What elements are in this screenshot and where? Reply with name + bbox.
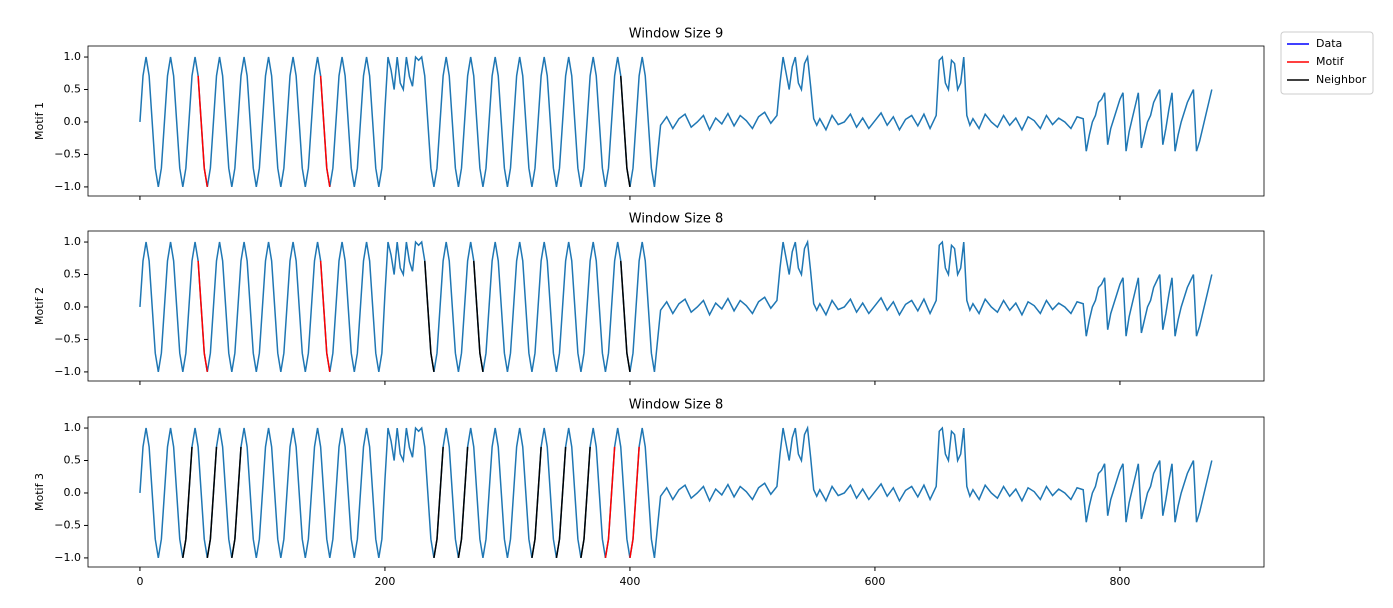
legend-box — [1280, 31, 1374, 95]
y-tick-label: 0.0 — [64, 486, 82, 499]
neighbor-segment — [580, 446, 591, 559]
y-tick-label: 0.0 — [64, 300, 82, 313]
x-tick-label: 0 — [136, 575, 143, 588]
x-tick-label: 200 — [374, 575, 395, 588]
plot-frame — [87, 45, 1265, 197]
y-tick-label: −1.0 — [54, 551, 81, 564]
y-tick-label: 0.5 — [64, 454, 82, 467]
neighbor-segment — [231, 446, 242, 559]
data-line — [139, 54, 1213, 188]
neighbor-segment — [424, 260, 435, 373]
panel-title: Window Size 9 — [629, 27, 723, 42]
neighbor-segment — [531, 446, 542, 559]
legend-label: Neighbor — [1316, 73, 1367, 86]
y-tick-label: −1.0 — [54, 365, 81, 378]
neighbor-segment — [473, 260, 484, 373]
x-tick-label: 600 — [864, 575, 885, 588]
data-line — [139, 239, 1213, 373]
panel-title: Window Size 8 — [629, 398, 723, 413]
y-tick-label: 0.0 — [64, 115, 82, 128]
neighbor-segment — [620, 260, 631, 373]
plot-frame — [87, 230, 1265, 382]
motif-segment — [629, 446, 640, 559]
y-tick-label: −0.5 — [54, 518, 81, 531]
neighbor-segment — [206, 446, 218, 559]
motif-segment — [319, 75, 331, 188]
data-line — [139, 425, 1213, 559]
motif-segment — [197, 75, 209, 188]
neighbor-segment — [457, 446, 469, 559]
legend-label: Data — [1316, 37, 1342, 50]
y-tick-label: 1.0 — [64, 235, 82, 248]
y-tick-label: 1.0 — [64, 50, 82, 63]
motif-segment — [197, 260, 209, 373]
y-tick-label: −0.5 — [54, 332, 81, 345]
plot-frame — [87, 416, 1265, 568]
neighbor-segment — [433, 446, 444, 559]
neighbor-segment — [620, 75, 631, 188]
y-axis-label: Motif 2 — [33, 287, 46, 325]
y-tick-label: 0.5 — [64, 268, 82, 281]
legend-label: Motif — [1316, 55, 1345, 68]
motif-segment — [319, 260, 331, 373]
y-tick-label: −1.0 — [54, 180, 81, 193]
neighbor-segment — [555, 446, 567, 559]
y-axis-label: Motif 1 — [33, 102, 46, 140]
motif-segment — [604, 446, 616, 559]
y-tick-label: 0.5 — [64, 83, 82, 96]
legend: Data Motif Neighbor — [1280, 31, 1374, 95]
x-tick-label: 400 — [619, 575, 640, 588]
x-tick-label: 800 — [1109, 575, 1130, 588]
panel-title: Window Size 8 — [629, 212, 723, 227]
y-tick-label: 1.0 — [64, 421, 82, 434]
y-tick-label: −0.5 — [54, 147, 81, 160]
y-axis-label: Motif 3 — [33, 473, 46, 511]
neighbor-segment — [182, 446, 193, 559]
